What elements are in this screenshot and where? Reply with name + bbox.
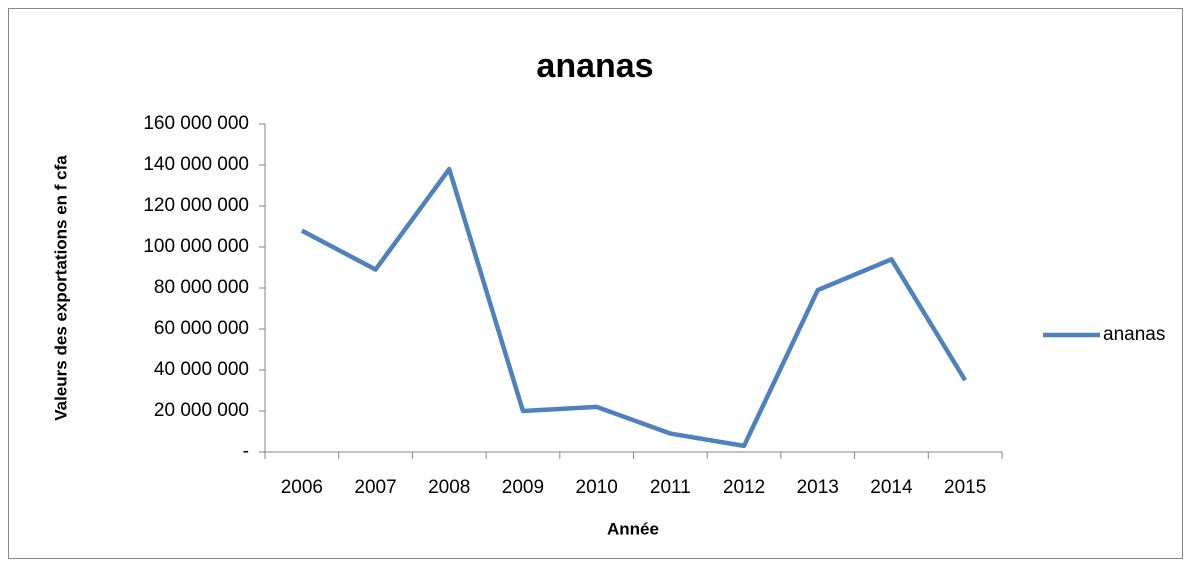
y-tick-label: 120 000 000 xyxy=(143,195,249,216)
y-tick-label: 160 000 000 xyxy=(143,113,249,134)
x-tick-label: 2008 xyxy=(428,477,470,498)
x-tick-label: 2007 xyxy=(354,477,396,498)
y-tick-label: 20 000 000 xyxy=(154,400,249,421)
y-tick-label: - xyxy=(243,441,249,462)
y-tick-label: 80 000 000 xyxy=(154,277,249,298)
y-tick-label: 100 000 000 xyxy=(143,236,249,257)
y-tick-label: 140 000 000 xyxy=(143,154,249,175)
x-tick-label: 2012 xyxy=(723,477,765,498)
y-tick-label: 60 000 000 xyxy=(154,318,249,339)
x-tick-label: 2013 xyxy=(797,477,839,498)
y-axis-title: Valeurs des exportations en f cfa xyxy=(51,155,70,421)
x-tick-label: 2011 xyxy=(650,477,691,498)
chart-title: ananas xyxy=(536,47,653,85)
y-tick-label: 40 000 000 xyxy=(154,359,249,380)
x-tick-label: 2009 xyxy=(502,477,544,498)
chart-border xyxy=(8,8,1183,559)
x-tick-label: 2010 xyxy=(576,477,618,498)
legend-label: ananas xyxy=(1103,324,1165,345)
x-axis-title: Année xyxy=(607,519,659,538)
x-tick-label: 2006 xyxy=(281,477,323,498)
x-tick-label: 2015 xyxy=(944,477,986,498)
x-tick-label: 2014 xyxy=(870,477,913,498)
data-line xyxy=(300,166,968,449)
